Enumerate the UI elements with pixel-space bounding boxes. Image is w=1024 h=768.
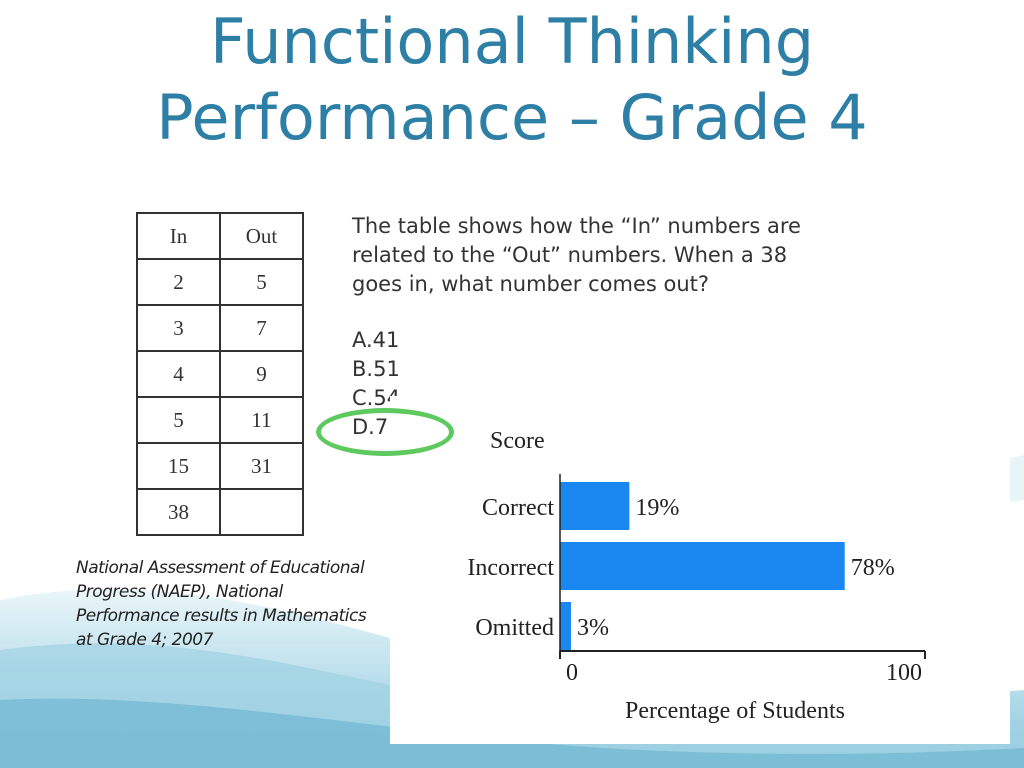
header-in: In — [136, 212, 221, 260]
cell-out: 5 — [219, 258, 304, 306]
cell-in: 38 — [136, 488, 221, 536]
bar-incorrect — [560, 542, 845, 590]
cell-out: 9 — [219, 350, 304, 398]
cell-out: 31 — [219, 442, 304, 490]
table-row: 3 7 — [136, 304, 304, 352]
title-line-2: Performance – Grade 4 — [156, 81, 868, 154]
cell-out: 11 — [219, 396, 304, 444]
in-out-table-panel: In Out 2 5 3 7 4 9 5 11 15 31 38 — [122, 206, 320, 546]
value-label-omitted: 3% — [577, 615, 609, 641]
cell-out: 7 — [219, 304, 304, 352]
cell-in: 2 — [136, 258, 221, 306]
bar-correct — [560, 482, 630, 530]
x-tick-label-0: 0 — [566, 660, 578, 686]
correct-answer-highlight — [316, 408, 454, 456]
choice-a: A.41 — [352, 328, 400, 352]
slide-title: Functional Thinking Performance – Grade … — [0, 4, 1024, 156]
table-row: 15 31 — [136, 442, 304, 490]
x-tick-label-100: 100 — [886, 660, 922, 686]
category-label-omitted: Omitted — [475, 615, 554, 641]
table-row: 38 — [136, 488, 304, 536]
table-row: 2 5 — [136, 258, 304, 306]
choice-b: B.51 — [352, 357, 400, 381]
table-row: 4 9 — [136, 350, 304, 398]
score-bar-chart: Score Correct 19%Incorrect 78%Omitted 3% 0 … — [467, 428, 926, 724]
bar-omitted — [560, 602, 571, 650]
category-label-correct: Correct — [482, 495, 554, 521]
x-axis-label: Percentage of Students — [625, 698, 845, 724]
cell-in: 5 — [136, 396, 221, 444]
cell-out-empty — [219, 488, 304, 536]
header-out: Out — [219, 212, 304, 260]
cell-in: 15 — [136, 442, 221, 490]
question-text: The table shows how the “In” numbers are… — [352, 214, 801, 296]
value-label-correct: 19% — [635, 495, 679, 521]
source-citation: National Assessment of Educational Progr… — [76, 558, 367, 650]
chart-title: Score — [490, 428, 545, 454]
in-out-table: In Out 2 5 3 7 4 9 5 11 15 31 38 — [136, 212, 304, 536]
category-label-incorrect: Incorrect — [467, 555, 554, 581]
table-row: 5 11 — [136, 396, 304, 444]
cell-in: 3 — [136, 304, 221, 352]
cell-in: 4 — [136, 350, 221, 398]
value-label-incorrect: 78% — [851, 555, 895, 581]
title-line-1: Functional Thinking — [209, 5, 815, 78]
table-header-row: In Out — [136, 212, 304, 260]
score-chart-panel: Score Correct 19% Incorrect 78% Omitted 3% 0 … — [390, 396, 1010, 744]
